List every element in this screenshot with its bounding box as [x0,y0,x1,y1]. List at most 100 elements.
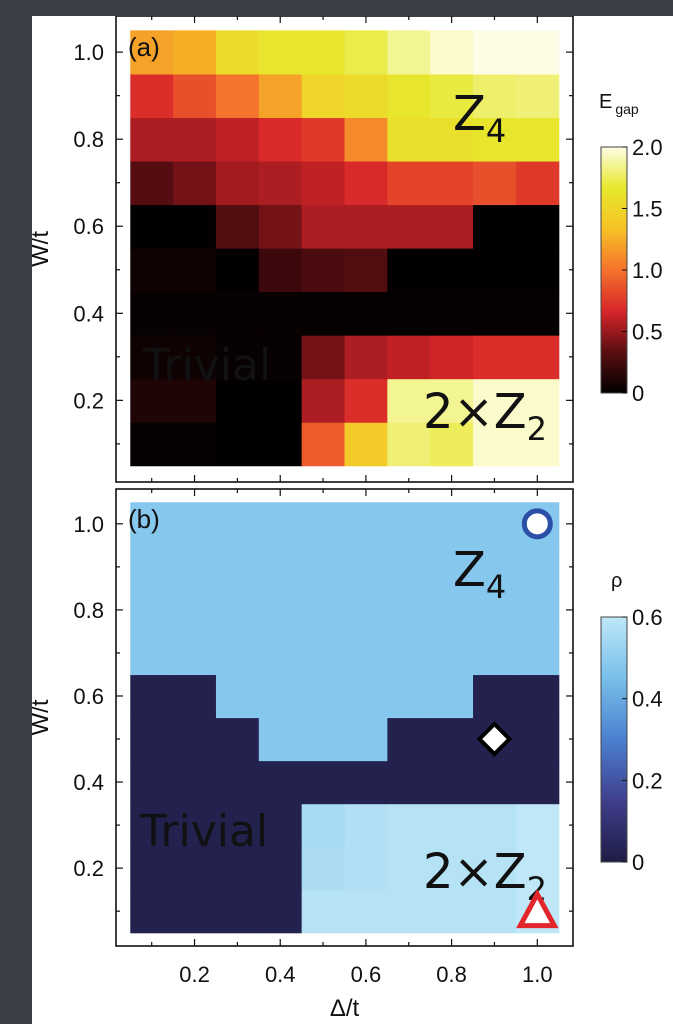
heatmap-cell [130,760,174,805]
heatmap-cell [344,117,388,162]
y-tick-label: 0.4 [73,770,104,795]
heatmap-cell [387,846,431,891]
heatmap-cell [301,291,346,336]
heatmap-cell [344,502,388,546]
x-tick-label: 0.8 [436,962,467,987]
heatmap-cell [430,73,474,119]
heatmap-cell [430,422,474,467]
panel-b-group: 0.2 0.4 0.6 0.8 1.0 W/t 0.2 0.4 0.6 0.8 1.0 Δ/t (b) Z… [32,488,663,1022]
heatmap-cell [301,545,346,589]
heatmap-cell [130,545,174,589]
heatmap-cell [258,422,303,467]
colorbar-tick-label: 0 [632,850,644,875]
heatmap-cell [258,588,303,633]
heatmap-cell [515,545,560,589]
panel-a-cells [130,30,560,467]
heatmap-cell [130,588,174,633]
heatmap-cell [215,717,260,762]
y-tick-label: 0.6 [73,684,104,709]
heatmap-cell [258,717,303,762]
heatmap-cell [130,846,174,891]
heatmap-cell [215,335,260,380]
heatmap-cell [473,760,517,805]
heatmap-cell [473,160,517,206]
colorbar-tick-label: 1.0 [632,258,663,283]
heatmap-cell [473,674,517,719]
heatmap-cell [130,717,174,762]
heatmap-cell [173,717,217,762]
heatmap-cell [173,73,217,119]
heatmap-cell [173,803,217,848]
heatmap-cell [344,588,388,633]
heatmap-cell [430,846,474,891]
heatmap-cell [215,73,260,119]
y-tick-label: 1.0 [73,512,104,537]
heatmap-cell [301,717,346,762]
heatmap-cell [173,674,217,719]
heatmap-cell [258,378,303,423]
heatmap-cell [387,889,431,934]
heatmap-cell [430,378,474,423]
heatmap-cell [258,846,303,891]
heatmap-cell [387,760,431,805]
heatmap-cell [387,674,431,719]
heatmap-cell [515,846,560,891]
heatmap-cell [473,422,517,467]
heatmap-cell [430,204,474,249]
heatmap-cell [215,803,260,848]
heatmap-cell [430,760,474,805]
heatmap-cell [258,760,303,805]
heatmap-cell [344,73,388,119]
heatmap-cell [130,73,174,119]
heatmap-cell [387,502,431,546]
heatmap-cell [301,846,346,891]
heatmap-cell [258,502,303,546]
y-tick-label: 0.4 [73,301,104,326]
heatmap-cell [173,422,217,467]
annotation-text: 2×Z [423,844,527,900]
heatmap-cell [515,291,560,336]
colorbar-title-subscript: gap [615,101,639,117]
heatmap-cell [387,378,431,423]
annotation-trivial: Trivial [139,806,268,857]
heatmap-cell [515,204,560,249]
y-tick-label: 0.2 [73,856,104,881]
heatmap-cell [473,30,517,75]
heatmap-cell [173,502,217,546]
heatmap-cell [344,422,388,467]
heatmap-cell [258,73,303,119]
heatmap-cell [173,846,217,891]
heatmap-cell [258,631,303,676]
heatmap-cell [344,846,388,891]
heatmap-cell [515,378,560,423]
heatmap-cell [215,674,260,719]
heatmap-cell [173,30,217,75]
heatmap-cell [173,117,217,162]
heatmap-cell [515,335,560,380]
heatmap-cell [344,248,388,293]
heatmap-cell [430,631,474,676]
annotation-text: Trivial [139,806,268,857]
heatmap-cell [344,204,388,249]
heatmap-cell [473,335,517,380]
heatmap-cell [387,160,431,206]
heatmap-cell [344,378,388,423]
heatmap-cell [173,160,217,206]
heatmap-cell [430,502,474,546]
heatmap-cell [130,117,174,162]
heatmap-cell [430,160,474,206]
figure-svg: 0.20.40.60.81.0W/t(a)Z4Trivial2×Z200.51.… [32,16,663,1022]
heatmap-cell [215,889,260,934]
heatmap-cell [130,160,174,206]
heatmap-cell [301,502,346,546]
heatmap-cell [473,803,517,848]
y-axis-label: W/t [32,699,54,735]
heatmap-cell [301,248,346,293]
heatmap-cell [387,117,431,162]
heatmap-cell [215,117,260,162]
y-tick-label: 0.8 [73,127,104,152]
heatmap-cell [430,889,474,934]
heatmap-cell [473,248,517,293]
heatmap-cell [215,588,260,633]
x-tick-label: 0.6 [351,962,382,987]
